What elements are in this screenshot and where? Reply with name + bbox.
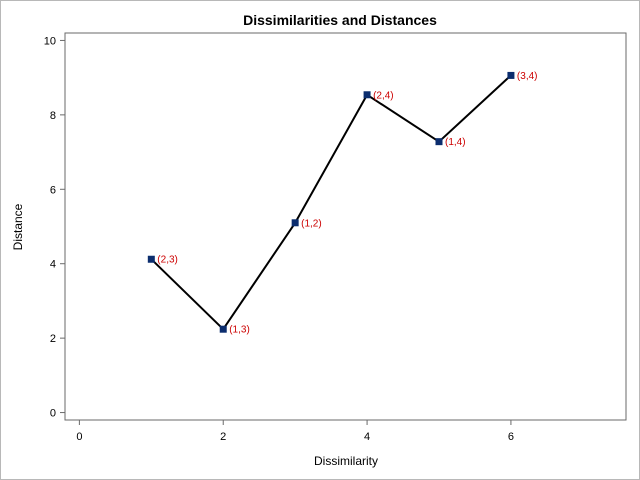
data-point [363, 91, 371, 99]
data-label: (1,2) [301, 218, 322, 229]
x-tick-label: 6 [508, 431, 514, 443]
y-tick-label: 2 [50, 333, 56, 345]
series-group: (2,3) (1,3) (1,2) (2,4) (1,4) (3,4) [147, 71, 538, 336]
data-point [291, 219, 299, 227]
data-label: (1,4) [445, 137, 466, 148]
y-tick-label: 6 [50, 184, 56, 196]
x-tick-label: 2 [220, 431, 226, 443]
data-point [219, 325, 227, 333]
y-axis-label: Distance [11, 203, 25, 250]
plot-area [64, 32, 627, 421]
data-point [507, 71, 515, 79]
data-label: (3,4) [517, 71, 538, 82]
data-point [147, 255, 155, 263]
series-line [150, 74, 512, 331]
y-axis: 0 2 4 6 8 10 [44, 35, 65, 420]
x-axis-label: Dissimilarity [314, 454, 378, 468]
data-point [435, 138, 443, 146]
y-tick-label: 4 [50, 259, 56, 271]
chart-title: Dissimilarities and Distances [243, 12, 437, 28]
y-tick-label: 8 [50, 110, 56, 122]
data-label: (1,3) [229, 325, 250, 336]
y-tick-label: 0 [50, 408, 56, 420]
y-tick-label: 10 [44, 35, 56, 47]
data-label: (2,4) [373, 90, 394, 101]
x-axis: 0 2 4 6 [76, 420, 514, 443]
data-label: (2,3) [157, 255, 178, 266]
x-tick-label: 0 [76, 431, 82, 443]
x-tick-label: 4 [364, 431, 370, 443]
